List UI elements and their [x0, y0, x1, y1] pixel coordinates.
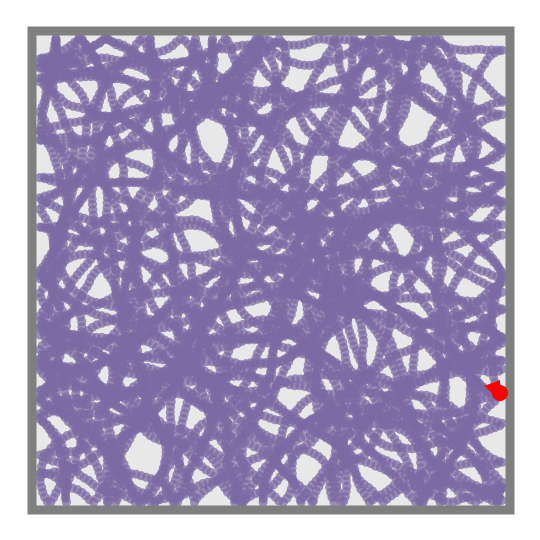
trail-layer	[35, 34, 507, 507]
